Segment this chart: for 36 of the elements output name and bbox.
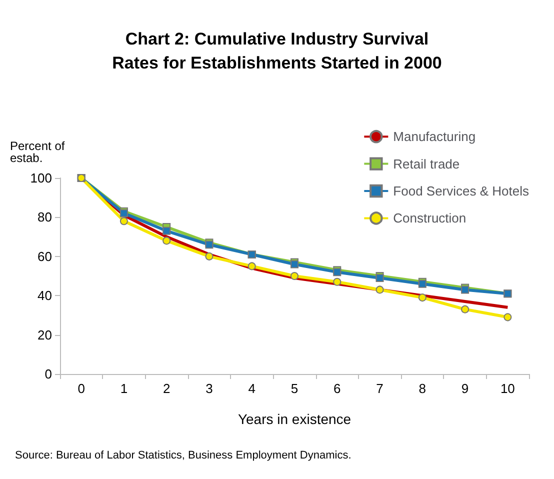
point [504,313,512,322]
x-tick-label: 1 [120,381,128,396]
point [290,272,298,280]
x-tick-label: 4 [248,381,256,396]
x-tick-label: 2 [162,381,170,396]
point [333,278,342,286]
x-tick-label: 5 [290,381,298,396]
y-tick-label: 40 [38,288,52,304]
x-tick-label: 10 [500,381,515,396]
x-tick-label: 8 [418,381,426,396]
chart-title: Chart 2: Cumulative Industry Survival Rates for Establishments Started in 2000 [112,30,442,72]
y-tick-label: 60 [38,248,52,264]
legend-label: Retail trade [393,156,460,172]
point [120,217,128,226]
y-tick-label: 20 [38,327,52,342]
y-tick-label: 80 [38,210,52,225]
x-tick-label: 0 [78,381,85,396]
x-tick-label: 3 [206,381,213,396]
x-tick-label: 9 [461,381,469,396]
point [162,226,171,235]
y-tick-label: 100 [30,170,52,186]
legend-label: Construction [393,210,466,226]
point [376,286,384,294]
source-note: Source: Bureau of Labor Statistics, Business Employment Dynamics. [15,450,352,462]
legend-label: Food Services & Hotels [393,184,530,198]
y-tick-label: 0 [44,366,52,382]
point [461,305,470,314]
y-axis-title: Percent of estab. [10,139,66,165]
x-tick-label: 7 [376,381,384,396]
point [205,252,214,260]
x-tick-label: 6 [334,381,341,396]
point [248,262,256,270]
point [162,236,171,245]
point [418,294,426,302]
legend-label: Manufacturing [393,129,476,144]
x-axis-title: Years in existence [238,411,352,427]
